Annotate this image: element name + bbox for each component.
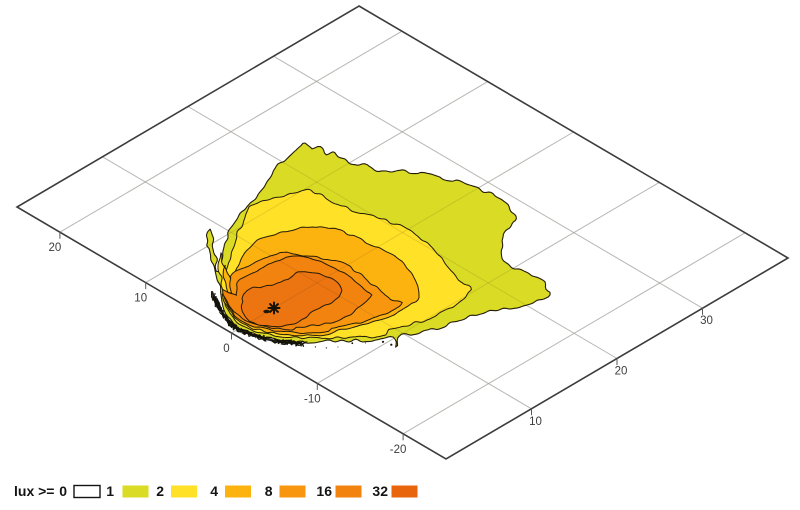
svg-text:4: 4 (210, 483, 218, 499)
svg-text:10: 10 (134, 293, 147, 305)
svg-text:16: 16 (316, 483, 332, 499)
svg-text:8: 8 (265, 483, 273, 499)
svg-text:32: 32 (372, 483, 388, 499)
svg-text:0: 0 (59, 483, 67, 499)
svg-text:-10: -10 (304, 393, 321, 405)
svg-text:-20: -20 (390, 444, 407, 456)
svg-text:30: 30 (700, 315, 713, 327)
svg-text:10: 10 (529, 416, 542, 428)
svg-text:0: 0 (223, 343, 229, 355)
svg-text:2: 2 (156, 483, 164, 499)
svg-text:20: 20 (615, 366, 628, 378)
svg-text:20: 20 (49, 242, 62, 254)
svg-text:1: 1 (106, 483, 114, 499)
svg-text:lux >=: lux >= (14, 483, 54, 499)
